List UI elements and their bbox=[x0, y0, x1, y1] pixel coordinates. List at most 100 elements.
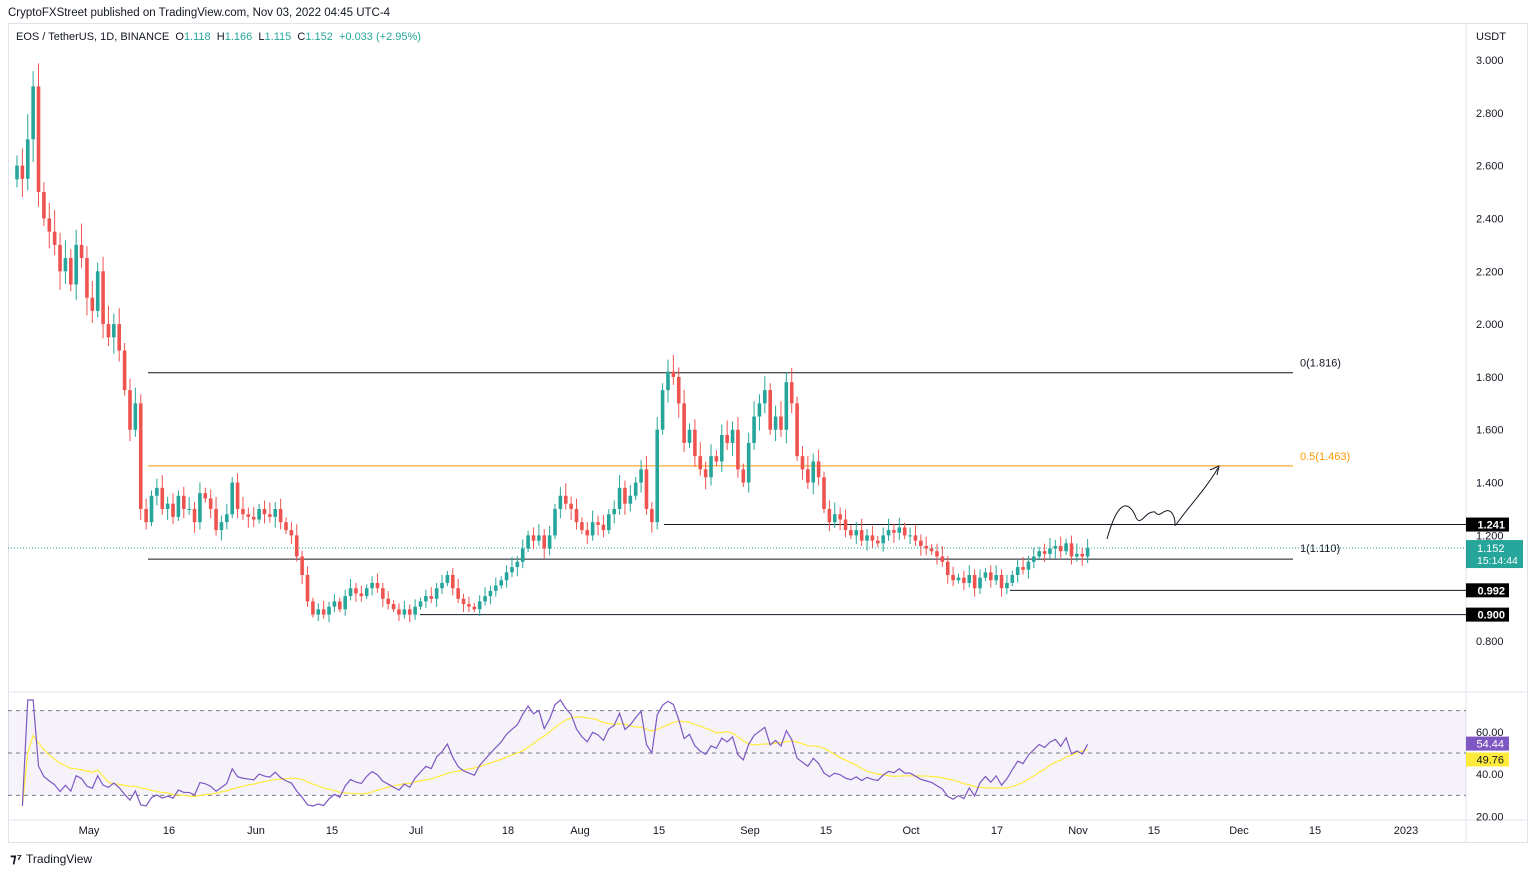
candle-body bbox=[106, 324, 111, 338]
x-tick-label: 2023 bbox=[1394, 825, 1418, 837]
candle-body bbox=[187, 508, 191, 510]
candle-body bbox=[563, 495, 568, 504]
candle-body bbox=[122, 350, 127, 391]
level-price-tag bbox=[1466, 517, 1509, 532]
tradingview-logo-icon: ⁊⁷ bbox=[10, 851, 23, 866]
candle-body bbox=[849, 530, 853, 536]
candle-body bbox=[181, 495, 186, 509]
candle-body bbox=[440, 582, 444, 589]
candle-body bbox=[773, 416, 778, 430]
candle-body bbox=[456, 588, 460, 599]
candle-body bbox=[461, 598, 466, 605]
candle-body bbox=[800, 456, 805, 470]
candle-body bbox=[784, 382, 789, 430]
candle-body bbox=[547, 535, 552, 549]
candle-body bbox=[112, 324, 116, 338]
candle-body bbox=[666, 371, 670, 391]
candle-body bbox=[510, 567, 514, 573]
candle-body bbox=[1075, 553, 1079, 557]
candle-body bbox=[1010, 574, 1015, 583]
candle-body bbox=[278, 508, 283, 523]
candle-body bbox=[63, 258, 68, 272]
candle-body bbox=[553, 508, 557, 536]
last-price-tag bbox=[1466, 540, 1523, 569]
candle-body bbox=[257, 508, 261, 520]
rsi-tick-label: 40.00 bbox=[1476, 769, 1504, 781]
candle-body bbox=[79, 244, 84, 259]
candle-body bbox=[499, 580, 503, 586]
candle-body bbox=[364, 588, 369, 597]
close-value: 1.152 bbox=[305, 31, 333, 43]
y-tick-label: 1.400 bbox=[1476, 478, 1504, 490]
candle-body bbox=[1005, 582, 1009, 589]
candle-body bbox=[251, 516, 256, 520]
candle-body bbox=[644, 469, 649, 509]
y-tick-label: 2.200 bbox=[1476, 266, 1504, 278]
candle-body bbox=[806, 469, 810, 483]
y-tick-label: 2.600 bbox=[1476, 161, 1504, 173]
candle-body bbox=[537, 535, 541, 541]
candle-body bbox=[208, 498, 213, 509]
candle-body bbox=[160, 487, 165, 509]
candle-body bbox=[1037, 551, 1041, 557]
candle-body bbox=[95, 271, 100, 311]
x-tick-label: Aug bbox=[570, 825, 590, 837]
candle-body bbox=[386, 598, 391, 605]
candle-body bbox=[607, 514, 611, 531]
candle-body bbox=[924, 545, 929, 549]
candle-body bbox=[171, 503, 175, 517]
candle-body bbox=[348, 588, 353, 597]
candle-body bbox=[919, 540, 923, 546]
candle-body bbox=[913, 535, 918, 541]
candle-body bbox=[450, 574, 455, 589]
candle-body bbox=[165, 503, 170, 509]
candle-body bbox=[558, 495, 563, 509]
level-price-tag bbox=[1466, 583, 1509, 598]
candle-body bbox=[757, 403, 762, 417]
candle-body bbox=[639, 469, 643, 483]
candle-body bbox=[854, 530, 859, 536]
candle-body bbox=[359, 593, 364, 597]
candle-body bbox=[703, 469, 708, 478]
candle-body bbox=[381, 588, 385, 599]
candle-body bbox=[999, 574, 1004, 589]
candle-body bbox=[876, 540, 880, 544]
candle-body bbox=[327, 606, 331, 615]
candle-body bbox=[138, 403, 143, 509]
candle-body bbox=[467, 604, 471, 607]
candle-body bbox=[483, 596, 487, 602]
candle-body bbox=[424, 596, 428, 602]
candle-body bbox=[779, 416, 783, 430]
candle-body bbox=[203, 493, 208, 499]
candle-body bbox=[434, 588, 439, 599]
candle-body bbox=[407, 609, 412, 615]
candle-body bbox=[983, 572, 988, 578]
candle-body bbox=[176, 495, 181, 517]
candle-body bbox=[693, 429, 697, 457]
candle-body bbox=[413, 606, 417, 615]
candle-body bbox=[305, 574, 310, 602]
candle-body bbox=[526, 535, 530, 549]
candle-body bbox=[1026, 561, 1031, 570]
candle-body bbox=[908, 535, 912, 537]
rsi-ma-line bbox=[21, 716, 1088, 807]
x-tick-label: 17 bbox=[991, 825, 1003, 837]
high-value: 1.166 bbox=[224, 31, 253, 43]
candle-body bbox=[902, 527, 907, 536]
candle-body bbox=[569, 503, 573, 509]
rsi-tick-label: 60.00 bbox=[1476, 727, 1504, 739]
y-tick-label: 3.000 bbox=[1476, 55, 1504, 67]
candle-body bbox=[972, 574, 977, 589]
symbol-legend: EOS / TetherUS, 1D, BINANCE O1.118 H1.16… bbox=[16, 31, 421, 43]
candle-body bbox=[752, 416, 756, 443]
candle-body bbox=[978, 577, 982, 589]
candle-body bbox=[881, 535, 885, 544]
x-tick-label: 15 bbox=[1309, 825, 1321, 837]
candle-body bbox=[117, 324, 122, 351]
tradingview-footer[interactable]: ⁊⁷ TradingView bbox=[10, 851, 92, 867]
candle-body bbox=[155, 487, 159, 496]
candle-body bbox=[354, 588, 358, 594]
x-tick-label: 15 bbox=[1148, 825, 1160, 837]
candle-body bbox=[20, 165, 25, 179]
